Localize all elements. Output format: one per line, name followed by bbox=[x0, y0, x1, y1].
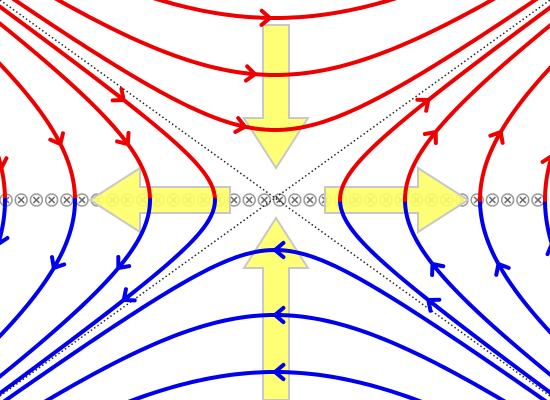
field-arrowhead bbox=[273, 362, 286, 382]
current-marker bbox=[272, 193, 287, 207]
field-arrowhead bbox=[426, 297, 442, 313]
field-line bbox=[478, 198, 550, 335]
flow-arrows bbox=[88, 24, 470, 400]
marker-cross bbox=[230, 196, 238, 204]
current-marker bbox=[242, 193, 256, 207]
field-line bbox=[478, 65, 550, 202]
current-marker bbox=[29, 193, 44, 207]
marker-cross bbox=[48, 196, 56, 204]
field-arrowhead bbox=[273, 240, 286, 260]
field-arrowhead bbox=[273, 305, 286, 325]
marker-cross bbox=[291, 196, 299, 204]
current-marker bbox=[257, 193, 272, 207]
field-line bbox=[0, 198, 152, 379]
marker-cross bbox=[17, 196, 25, 204]
current-marker bbox=[500, 193, 515, 207]
field-line bbox=[0, 21, 152, 202]
marker-cross bbox=[519, 196, 527, 204]
marker-cross bbox=[504, 196, 512, 204]
marker-cross bbox=[276, 196, 284, 204]
marker-cross bbox=[306, 196, 314, 204]
field-line bbox=[152, 0, 398, 20]
current-marker bbox=[75, 193, 89, 207]
field-arrowhead bbox=[0, 156, 9, 170]
marker-cross bbox=[32, 196, 40, 204]
field-line bbox=[0, 4, 217, 202]
inflow-arrow bbox=[242, 216, 310, 400]
field-line bbox=[403, 22, 550, 202]
field-arrowhead bbox=[244, 64, 257, 83]
field-line bbox=[0, 198, 7, 245]
outflow-arrow bbox=[88, 166, 231, 234]
current-marker bbox=[60, 193, 74, 207]
field-line bbox=[338, 198, 550, 395]
current-marker bbox=[14, 193, 28, 207]
field-arrowhead bbox=[422, 130, 438, 145]
marker-cross bbox=[534, 196, 542, 204]
field-arrowhead bbox=[488, 130, 505, 145]
field-arrowhead bbox=[121, 287, 137, 303]
field-arrowhead bbox=[110, 87, 126, 103]
field-arrowhead bbox=[494, 262, 511, 277]
current-marker bbox=[288, 193, 302, 207]
field-line bbox=[0, 155, 7, 202]
inflow-arrow bbox=[242, 24, 310, 170]
field-line bbox=[11, 0, 539, 132]
field-line bbox=[338, 5, 550, 202]
field-line bbox=[0, 198, 77, 339]
current-marker bbox=[531, 193, 545, 207]
field-arrowhead bbox=[233, 116, 247, 134]
field-arrowhead bbox=[259, 8, 272, 27]
field-line bbox=[0, 61, 77, 202]
field-arrowhead bbox=[116, 255, 132, 270]
field-arrowhead bbox=[430, 262, 446, 277]
current-marker bbox=[303, 193, 317, 207]
field-arrowhead bbox=[48, 131, 65, 146]
marker-cross bbox=[260, 196, 268, 204]
marker-cross bbox=[78, 196, 86, 204]
field-line bbox=[0, 198, 217, 396]
field-line bbox=[54, 0, 496, 77]
marker-cross bbox=[63, 196, 71, 204]
current-marker bbox=[44, 193, 59, 207]
marker-cross bbox=[245, 196, 253, 204]
field-arrowhead bbox=[545, 243, 550, 257]
field-arrowhead bbox=[50, 255, 67, 270]
field-arrowhead bbox=[540, 154, 550, 164]
current-marker bbox=[485, 193, 500, 207]
marker-cross bbox=[488, 196, 496, 204]
current-marker bbox=[516, 193, 530, 207]
field-arrowhead bbox=[115, 131, 131, 146]
field-arrowhead bbox=[0, 236, 10, 246]
field-line bbox=[403, 198, 550, 378]
field-arrowhead bbox=[415, 97, 431, 113]
